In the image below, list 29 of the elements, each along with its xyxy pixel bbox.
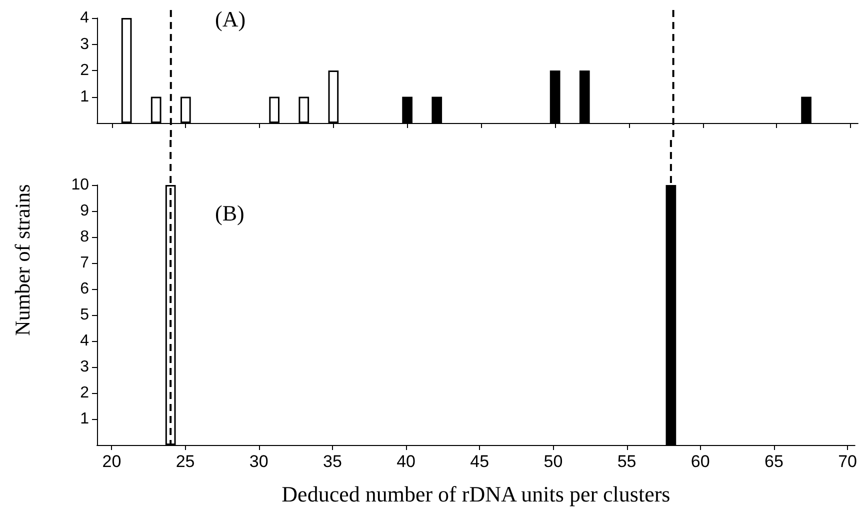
y-tick-label: 6 [80, 280, 90, 298]
x-tick-label: 65 [764, 452, 784, 471]
x-tick-label: 30 [249, 452, 268, 471]
x-tick-label: 50 [544, 452, 563, 471]
y-tick-label: 9 [80, 202, 90, 220]
y-tick-label: 7 [80, 254, 90, 272]
x-tick-label: 60 [690, 452, 710, 471]
y-axis-title: Number of strains [10, 184, 34, 336]
y-tick-label: 2 [80, 384, 90, 402]
y-tick-label: 4 [80, 10, 90, 26]
y-tick-label: 1 [80, 88, 90, 106]
y-tick-label: 8 [80, 228, 90, 246]
x-tick-label: 45 [470, 452, 490, 471]
y-tick-label: 3 [80, 36, 90, 53]
annotation: (B) [215, 200, 244, 226]
y-tick-label: 3 [80, 358, 90, 376]
x-tick-label: 70 [838, 452, 858, 471]
y-tick-label: 2 [80, 62, 90, 79]
x-tick-label: 20 [102, 452, 122, 471]
x-tick-label: 25 [176, 452, 195, 471]
annotation: (A) [215, 6, 246, 32]
x-axis-title: Deduced number of rDNA units per clusters [282, 482, 670, 506]
y-tick-label: 4 [80, 332, 90, 350]
x-tick-label: 35 [323, 452, 342, 471]
y-tick-label: 5 [80, 306, 90, 324]
x-tick-label: 40 [396, 452, 416, 471]
x-tick-label: 55 [617, 452, 636, 471]
y-tick-label: 10 [71, 176, 90, 194]
y-tick-label: 1 [80, 410, 90, 428]
